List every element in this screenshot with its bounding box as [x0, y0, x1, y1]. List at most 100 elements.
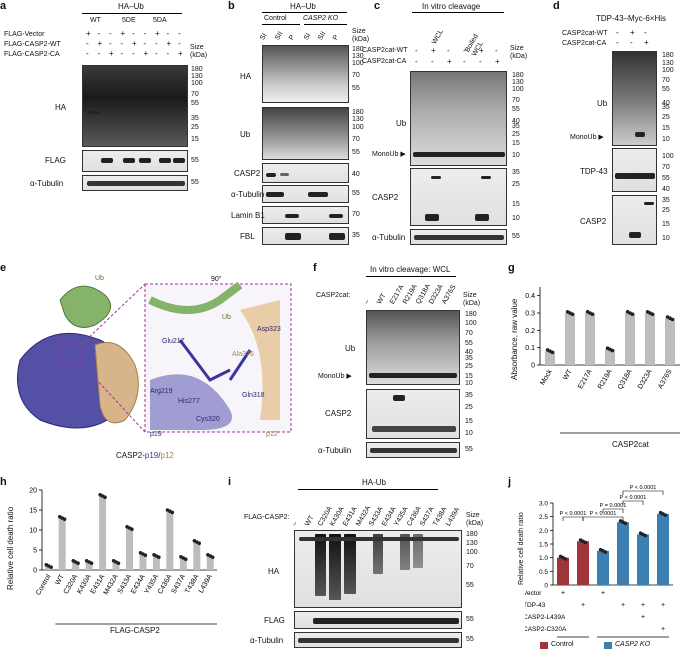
sign-cell: +	[143, 49, 149, 58]
blot-label: CASP2	[325, 409, 352, 418]
sign-cell: -	[463, 57, 466, 66]
x-tick-label: D323A	[637, 368, 654, 390]
size-label: Size (kDa)	[352, 28, 370, 43]
marker: 100	[662, 67, 674, 74]
bar	[577, 541, 589, 585]
marker: 55	[662, 86, 670, 93]
marker: 180	[512, 72, 524, 79]
bar	[645, 313, 655, 365]
bar	[166, 511, 174, 570]
sign-cell: +	[661, 602, 665, 609]
sign-cell: -	[109, 29, 112, 38]
bar	[557, 557, 569, 585]
marker: 15	[512, 201, 520, 208]
significance-bracket	[562, 516, 584, 521]
marker: 70	[352, 211, 360, 218]
structure-label: p12	[266, 431, 278, 438]
panel-letter: h	[0, 476, 7, 488]
structure-label: p19	[150, 431, 162, 438]
marker: 40	[465, 349, 473, 356]
bar	[112, 562, 120, 570]
protein-structure-image	[17, 281, 292, 433]
y-tick-label: 0.4	[525, 293, 535, 300]
blot-casp2	[262, 163, 349, 183]
bar	[152, 556, 160, 570]
blot-tubulin	[262, 185, 349, 203]
marker: 40	[662, 100, 670, 107]
y-tick-label: 15	[29, 508, 37, 515]
bar	[126, 528, 133, 570]
marker: 15	[465, 373, 473, 380]
sign-cell: -	[132, 49, 135, 58]
y-tick-label: 3.0	[539, 501, 548, 508]
marker: 35	[512, 169, 520, 176]
lane-label: SI	[259, 32, 269, 42]
structure-label: Cys320	[196, 416, 220, 423]
blot-label: TDP-43	[580, 167, 608, 176]
marker: 55	[191, 157, 199, 164]
bar	[99, 496, 107, 570]
blot-label: Ub	[240, 130, 251, 139]
y-tick-label: 1.5	[539, 542, 548, 549]
marker: 100	[191, 80, 203, 87]
data-point	[583, 540, 588, 545]
marker: 70	[662, 77, 670, 84]
bar	[72, 562, 80, 570]
x-group-label: CASP2cat	[612, 440, 649, 449]
marker: 100	[352, 124, 364, 131]
blot-label: Ub	[345, 344, 356, 353]
blot-label: MonoUb ▶	[570, 134, 604, 141]
x-tick-label: WT	[54, 573, 66, 587]
blot-label: Lamin B1	[231, 211, 265, 220]
blot-label: α-Tubulin	[30, 179, 64, 188]
blot-label: α-Tubulin	[318, 446, 352, 455]
marker: 10	[465, 430, 473, 437]
data-point	[630, 312, 635, 316]
x-tick-label: WT	[562, 368, 574, 382]
blot-label: MonoUb ▶	[318, 373, 352, 380]
data-point	[210, 555, 215, 559]
bar	[45, 566, 53, 570]
y-tick-label: 1.0	[539, 555, 548, 562]
sign-cell: -	[166, 29, 170, 38]
data-point	[62, 517, 67, 521]
row-label: CASP2-C320A	[525, 626, 567, 633]
sign-cell: +	[581, 602, 585, 609]
structure-label: Ub	[95, 275, 104, 282]
blot-label: α-Tubulin	[250, 636, 284, 645]
sign-cell: +	[178, 49, 183, 58]
group-label: WCL	[431, 28, 445, 46]
marker: 100	[512, 86, 524, 93]
y-tick-label: 0.2	[525, 328, 535, 335]
blot-label: FBL	[240, 232, 255, 241]
blot-label: α-Tubulin	[231, 190, 265, 199]
data-point	[590, 312, 595, 316]
sign-cell: +	[661, 626, 665, 633]
blot-casp2	[612, 195, 657, 245]
sign-cell: +	[561, 590, 565, 597]
marker: 10	[662, 136, 670, 143]
data-point	[570, 312, 575, 316]
marker: 130	[662, 60, 674, 67]
bar	[545, 351, 555, 365]
blot-label: MonoUb ▶	[372, 151, 406, 158]
panel-letter: a	[0, 0, 7, 12]
blot-ub	[410, 71, 507, 166]
x-tick-label: E217A	[577, 368, 594, 390]
panel-letter: c	[374, 0, 381, 12]
data-point	[143, 553, 148, 557]
sign-cell: -	[616, 28, 619, 37]
marker: 70	[466, 563, 474, 570]
size-label: Size (kDa)	[190, 44, 208, 59]
sign-cell: -	[616, 38, 619, 47]
divider	[304, 24, 347, 25]
x-group-label: FLAG-CASP2	[110, 626, 160, 635]
data-point	[603, 550, 608, 554]
bar	[179, 558, 187, 570]
sign-cell: -	[86, 49, 89, 58]
y-tick-label: 0.1	[525, 345, 535, 352]
blot-casp2	[366, 389, 460, 439]
blot-label: FLAG	[45, 156, 66, 165]
lane-label: –	[291, 520, 300, 528]
sign-cell: -	[415, 46, 418, 55]
